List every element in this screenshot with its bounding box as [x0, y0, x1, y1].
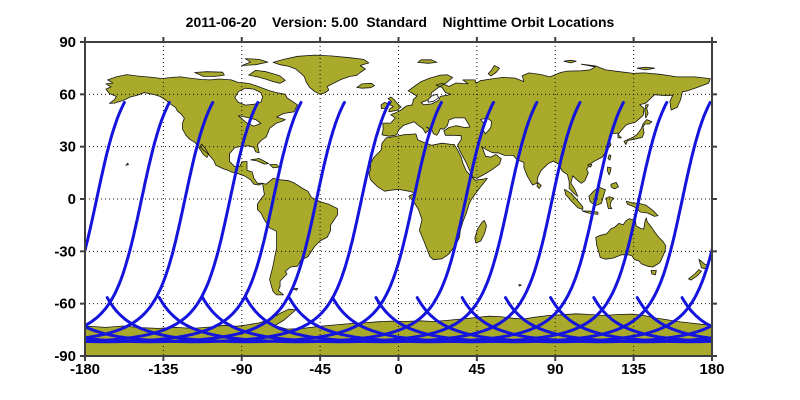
x-axis-label-135: 135: [621, 361, 646, 378]
y-axis-label-90: 90: [59, 34, 76, 51]
landmass-luzon: [607, 166, 612, 176]
lake-hudson_bay: [234, 87, 263, 106]
plot-title: 2011-06-20 Version: 5.00 Standard Nightt…: [185, 14, 615, 30]
orbit-track-14: [374, 101, 712, 344]
landmass-uk: [387, 96, 402, 113]
orbit-track-6: [85, 101, 346, 344]
landmass-kerguelen: [518, 284, 522, 287]
y-axis-label-30: 30: [59, 139, 76, 156]
landmass-greenland: [272, 54, 370, 95]
x-axis-label--90: -90: [231, 361, 253, 378]
y-axis-label-60: 60: [59, 86, 76, 103]
landmass-mindanao: [610, 182, 619, 190]
landmass-sri_lanka: [536, 182, 542, 189]
landmass-sakhalin: [644, 104, 649, 119]
orbit-track-13: [331, 101, 669, 344]
orbit-track-3: [504, 296, 712, 344]
orbit-track-3: [85, 101, 215, 340]
landmass-taiwan: [607, 154, 612, 161]
orbit-track-2: [85, 101, 171, 328]
y-axis-label-0: 0: [68, 191, 76, 208]
landmass-svalbard: [417, 59, 438, 64]
lake-baltic_notch: [427, 93, 439, 103]
plot-area: [85, 42, 800, 356]
orbit-track-8: [105, 101, 443, 344]
landmass-cuba: [250, 158, 270, 165]
orbit-track-7: [85, 101, 391, 344]
orbit-track-11: [244, 101, 582, 344]
x-axis-label--180: -180: [70, 361, 100, 378]
x-axis-label-180: 180: [699, 361, 724, 378]
landmass-eurasia: [381, 63, 711, 197]
landmass-sulawesi: [605, 196, 614, 209]
orbit-track-4: [549, 296, 712, 344]
landmass-japan: [623, 119, 653, 145]
orbit-track-9: [157, 101, 495, 344]
landmass-iceland: [356, 82, 375, 89]
landmass-tasmania: [650, 270, 657, 276]
orbit-track-4: [85, 101, 260, 343]
landmass-antarctica: [85, 308, 712, 356]
y-axis-label--90: -90: [54, 348, 76, 365]
landmass-baffin: [248, 70, 286, 84]
landmass-nz_south: [688, 269, 702, 281]
landmass-ellesmere: [241, 58, 269, 66]
orbit-track-1: [85, 101, 126, 256]
landmass-hawaii: [125, 162, 129, 166]
landmass-madagascar: [474, 220, 487, 244]
y-axis-label--30: -30: [54, 243, 76, 260]
orbit-track-12: [287, 101, 625, 344]
x-axis-label-0: 0: [394, 361, 402, 378]
landmass-victoria_island: [194, 71, 225, 77]
landmass-severnaya_zemlya: [563, 59, 577, 64]
landmass-new_siberian: [636, 66, 655, 71]
landmass-south_america: [257, 178, 338, 296]
landmass-africa: [368, 133, 488, 261]
landmass-hainan: [587, 163, 593, 168]
orbit-track-8: [734, 103, 800, 342]
x-axis-label--45: -45: [309, 361, 331, 378]
orbit-track-10: [201, 101, 539, 344]
x-axis-label--135: -135: [148, 361, 178, 378]
orbit-track-5: [592, 296, 712, 343]
x-axis-label-45: 45: [469, 361, 486, 378]
orbit-track-5: [85, 101, 303, 344]
y-axis-label--60: -60: [54, 296, 76, 313]
x-axis-label-90: 90: [547, 361, 564, 378]
landmass-novaya_zemlya: [487, 65, 500, 77]
